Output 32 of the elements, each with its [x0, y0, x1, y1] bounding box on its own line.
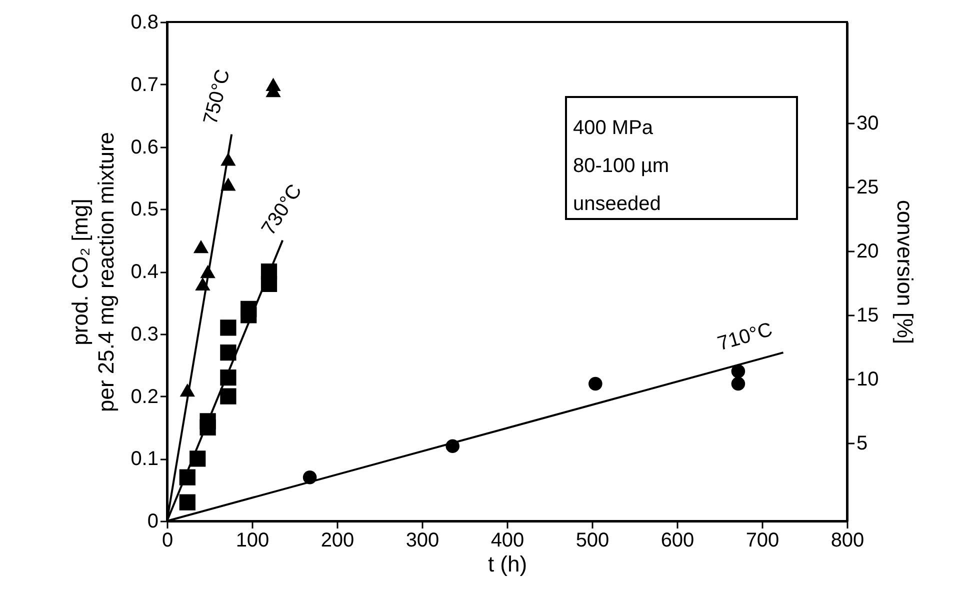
x-tick-label: 0 [162, 530, 174, 552]
y2-tick-label: 25 [856, 176, 879, 199]
annotation: 400 MPa [573, 117, 654, 139]
x-axis-title: t (h) [488, 552, 528, 576]
x-tick-label: 500 [576, 530, 610, 552]
annotation: 750°C [200, 67, 234, 127]
x-tick-label: 100 [236, 530, 270, 552]
y2-tick-label: 15 [856, 304, 879, 327]
x-tick-label: 700 [746, 530, 780, 552]
x-tick-label: 800 [830, 530, 864, 552]
annotation: 710°C [715, 318, 775, 356]
y2-tick-label: 5 [856, 432, 868, 454]
y-tick-label: 0.7 [130, 74, 158, 96]
y-tick-label: 0 [147, 510, 158, 532]
y2-tick-label: 30 [856, 112, 879, 135]
x-tick-label: 600 [660, 530, 694, 552]
y-tick-label: 0.2 [130, 386, 158, 408]
annotation: unseeded [573, 193, 661, 215]
x-tick-label: 200 [320, 530, 354, 552]
x-tick-label: 400 [490, 530, 524, 552]
y-axis-title: prod. CO₂ [mg] per 25.4 mg reaction mixture [68, 132, 119, 412]
y2-tick-label: 20 [856, 240, 879, 263]
y2-tick-label: 10 [856, 368, 879, 390]
y-tick-label: 0.6 [130, 136, 158, 158]
y-tick-label: 0.5 [130, 198, 158, 221]
annotation: 80-100 µm [573, 155, 670, 177]
y2-axis-title: conversion [%] [892, 200, 918, 344]
y-tick-label: 0.3 [130, 323, 158, 346]
y-tick-label: 0.8 [130, 12, 158, 34]
x-tick-label: 300 [406, 530, 440, 552]
y-tick-label: 0.1 [130, 448, 158, 470]
y-tick-label: 0.4 [130, 261, 158, 283]
